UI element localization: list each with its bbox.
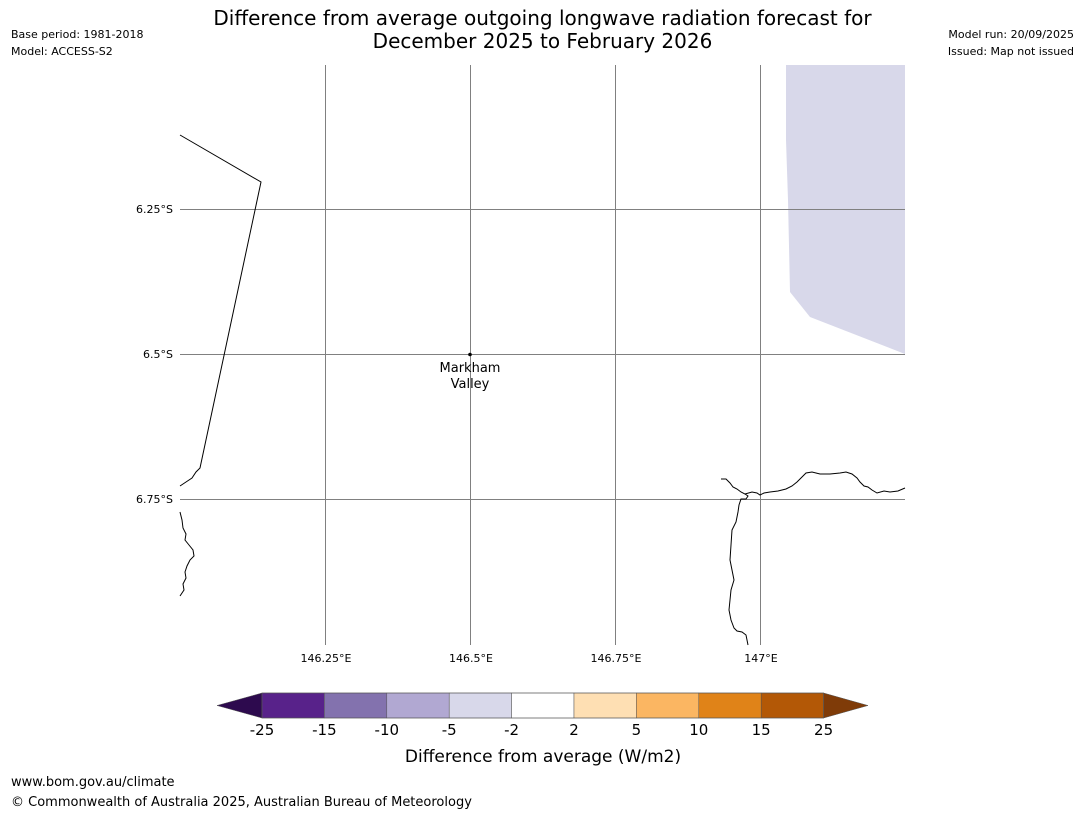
- boundary-line: [179, 134, 262, 487]
- base-period-text: Base period: 1981-2018: [11, 28, 144, 41]
- map-title: Difference from average outgoing longwav…: [0, 7, 1085, 53]
- color-bar-segment: [261, 692, 325, 719]
- color-bar-tick: -2: [504, 721, 519, 739]
- coastline-southwest: [179, 511, 195, 597]
- color-bar-segment: [698, 692, 762, 719]
- color-bar-segment: [511, 692, 575, 719]
- color-bar-tick: -25: [250, 721, 275, 739]
- issued-text: Issued: Map not issued: [947, 45, 1074, 58]
- color-bar-label: Difference from average (W/m2): [405, 747, 681, 767]
- color-bar-tick: -5: [442, 721, 457, 739]
- lon-label: 146.25°E: [301, 652, 352, 665]
- color-bar: [216, 692, 869, 719]
- color-bar-segment: [573, 692, 637, 719]
- lon-label: 146.5°E: [449, 652, 493, 665]
- title-line-2: December 2025 to February 2026: [372, 29, 713, 53]
- color-bar-tick: 2: [569, 721, 579, 739]
- color-bar-segment: [386, 692, 450, 719]
- color-bar-tick: -15: [312, 721, 337, 739]
- color-bar-segment: [448, 692, 512, 719]
- color-bar-segment: [324, 692, 388, 719]
- forecast-metadata-left: Base period: 1981-2018 Model: ACCESS-S2: [11, 26, 143, 60]
- lat-label: 6.25°S: [136, 203, 173, 216]
- color-bar-tick: 15: [752, 721, 771, 739]
- model-run-text: Model run: 20/09/2025: [948, 28, 1074, 41]
- coastline-east: [744, 471, 906, 496]
- location-marker: [468, 352, 472, 357]
- lon-label: 146.75°E: [591, 652, 642, 665]
- gridlines: [180, 65, 905, 645]
- color-bar-tick: 5: [632, 721, 642, 739]
- coastline-gulf: [721, 478, 749, 646]
- location-label-line-1: Markham: [440, 361, 501, 376]
- lon-label: 147°E: [744, 652, 777, 665]
- copyright-notice: © Commonwealth of Australia 2025, Austra…: [11, 795, 472, 810]
- model-text: Model: ACCESS-S2: [11, 45, 113, 58]
- color-bar-tick: 25: [814, 721, 833, 739]
- color-bar-tick: -10: [375, 721, 400, 739]
- color-bar-segment: [760, 692, 824, 719]
- forecast-metadata-right: Model run: 20/09/2025 Issued: Map not is…: [948, 26, 1074, 60]
- color-bar-high-arrow: [823, 692, 869, 719]
- lat-label: 6.75°S: [136, 493, 173, 506]
- color-bar-segment: [636, 692, 700, 719]
- color-bar-tick: 10: [689, 721, 708, 739]
- location-label-line-2: Valley: [451, 377, 490, 392]
- bom-website-url: www.bom.gov.au/climate: [11, 775, 175, 790]
- lat-label: 6.5°S: [143, 348, 173, 361]
- color-bar-outline: [261, 692, 824, 719]
- color-bar-low-arrow: [216, 692, 263, 719]
- title-line-1: Difference from average outgoing longwav…: [213, 6, 872, 30]
- coastlines: [179, 134, 906, 646]
